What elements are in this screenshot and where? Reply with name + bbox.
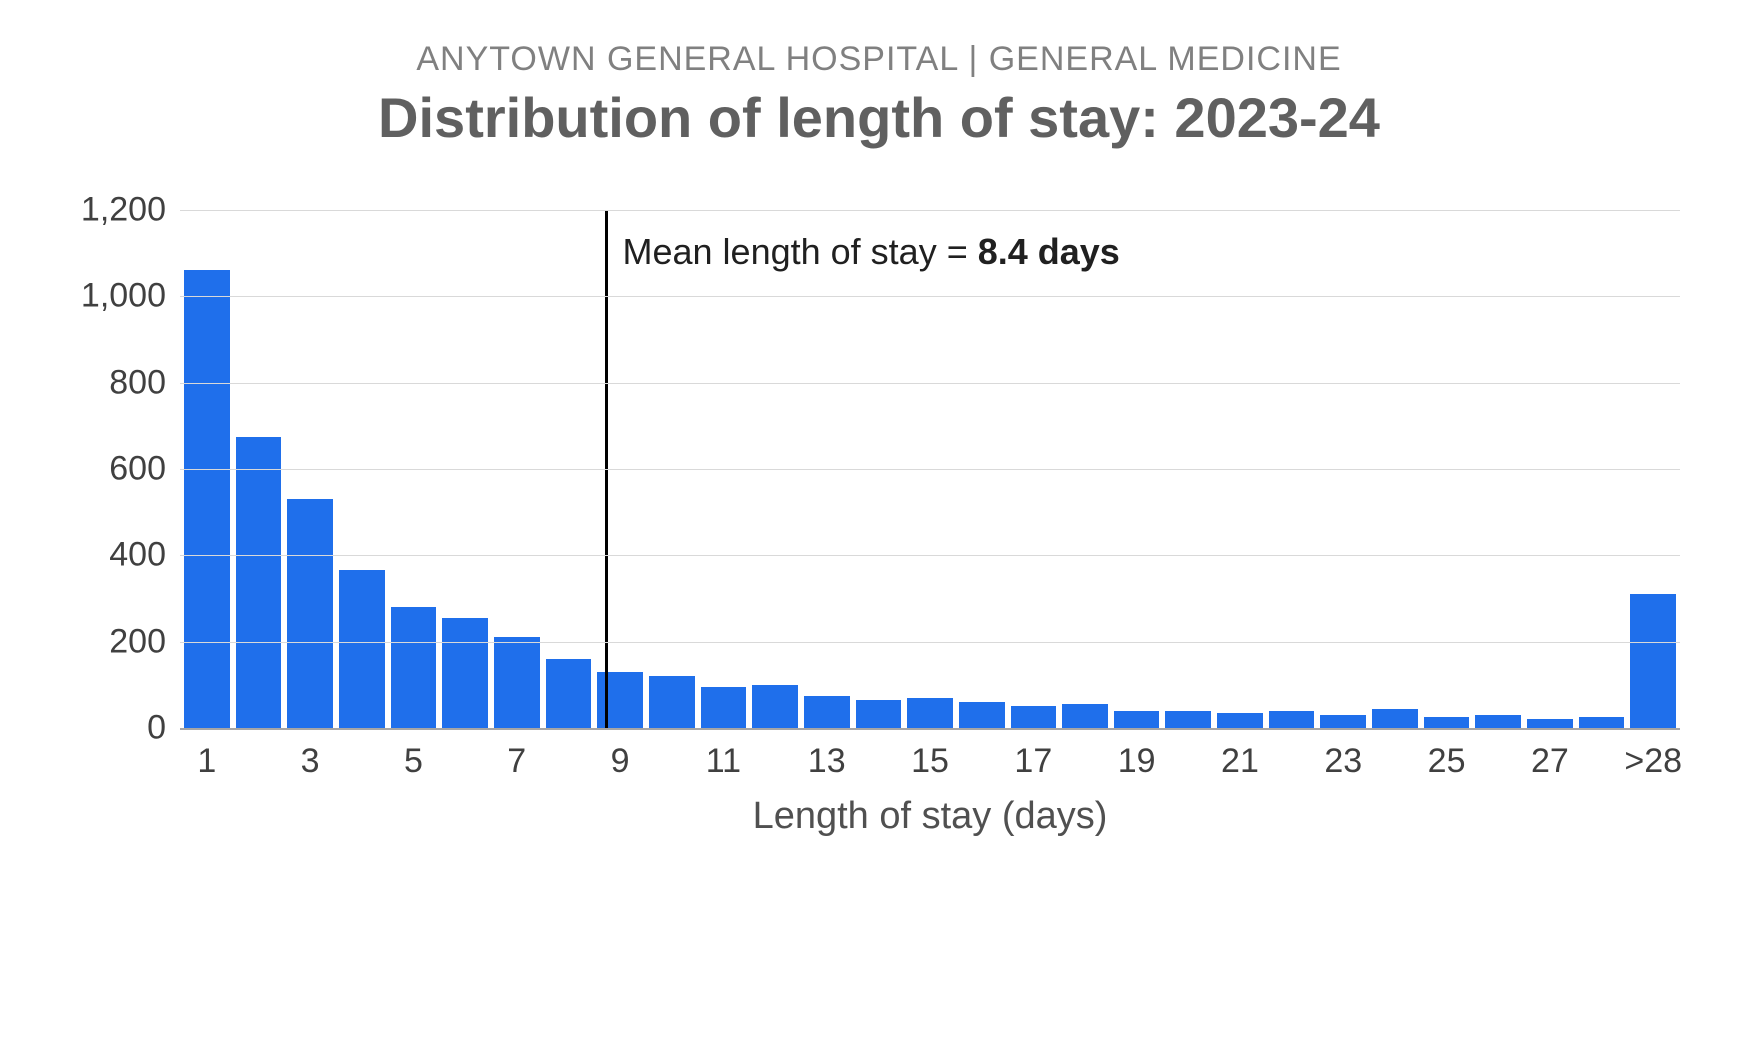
x-axis-tick-label: 1 bbox=[197, 728, 216, 781]
page: ANYTOWN GENERAL HOSPITAL | GENERAL MEDIC… bbox=[0, 0, 1758, 1057]
histogram-bar bbox=[1630, 594, 1676, 728]
histogram-bar bbox=[339, 570, 385, 728]
histogram-bar bbox=[1114, 711, 1160, 728]
gridline bbox=[180, 469, 1680, 470]
y-axis-tick-label: 1,200 bbox=[81, 191, 180, 230]
x-axis-tick-label: 13 bbox=[808, 728, 846, 781]
gridline bbox=[180, 296, 1680, 297]
chart-title: Distribution of length of stay: 2023-24 bbox=[0, 85, 1758, 150]
histogram-bar bbox=[1269, 711, 1315, 728]
histogram-bar bbox=[287, 499, 333, 728]
x-axis-tick-label: 25 bbox=[1428, 728, 1466, 781]
histogram-bar bbox=[494, 637, 540, 728]
x-axis-tick-label: 5 bbox=[404, 728, 423, 781]
histogram-bar bbox=[1424, 717, 1470, 728]
histogram-bar bbox=[959, 702, 1005, 728]
gridline bbox=[180, 555, 1680, 556]
gridline bbox=[180, 383, 1680, 384]
mean-annotation-value: 8.4 days bbox=[978, 231, 1120, 272]
x-axis-tick-label: 7 bbox=[507, 728, 526, 781]
y-axis-tick-label: 400 bbox=[109, 536, 180, 575]
histogram-bar bbox=[442, 618, 488, 728]
histogram-bar bbox=[701, 687, 747, 728]
plot-area: 13579111315171921232527>28 Mean length o… bbox=[180, 210, 1680, 730]
histogram-bar bbox=[236, 437, 282, 728]
x-axis-tick-label: 17 bbox=[1014, 728, 1052, 781]
histogram-bar bbox=[391, 607, 437, 728]
histogram-bar bbox=[1475, 715, 1521, 728]
histogram-bar bbox=[804, 696, 850, 728]
histogram-bar bbox=[1165, 711, 1211, 728]
gridline bbox=[180, 210, 1680, 211]
histogram-bar bbox=[907, 698, 953, 728]
y-axis-tick-label: 200 bbox=[109, 622, 180, 661]
histogram-bar bbox=[184, 270, 230, 728]
x-axis-tick-label: 9 bbox=[611, 728, 630, 781]
histogram-bar bbox=[1320, 715, 1366, 728]
chart-header: ANYTOWN GENERAL HOSPITAL | GENERAL MEDIC… bbox=[0, 40, 1758, 150]
y-axis-tick-label: 1,000 bbox=[81, 277, 180, 316]
histogram-bar bbox=[1527, 719, 1573, 728]
histogram-bar bbox=[856, 700, 902, 728]
histogram-bar bbox=[1011, 706, 1057, 728]
mean-annotation-prefix: Mean length of stay = bbox=[623, 231, 978, 272]
x-axis-tick-label: 15 bbox=[911, 728, 949, 781]
x-axis-tick-label: >28 bbox=[1624, 728, 1682, 781]
x-axis-tick-label: 11 bbox=[706, 728, 741, 781]
histogram-bar bbox=[752, 685, 798, 728]
histogram-bar bbox=[546, 659, 592, 728]
y-axis-tick-label: 600 bbox=[109, 450, 180, 489]
y-axis-tick-label: 800 bbox=[109, 363, 180, 402]
x-axis-tick-label: 23 bbox=[1324, 728, 1362, 781]
mean-annotation: Mean length of stay = 8.4 days bbox=[623, 231, 1120, 273]
x-axis-tick-label: 27 bbox=[1531, 728, 1569, 781]
y-axis-tick-label: 0 bbox=[147, 709, 180, 748]
x-axis-title: Length of stay (days) bbox=[180, 795, 1680, 838]
histogram-bar bbox=[1062, 704, 1108, 728]
histogram-bar bbox=[1579, 717, 1625, 728]
x-axis-tick-label: 19 bbox=[1118, 728, 1156, 781]
gridline bbox=[180, 642, 1680, 643]
histogram-bar bbox=[1372, 709, 1418, 728]
x-axis-tick-label: 3 bbox=[301, 728, 320, 781]
x-axis-tick-label: 21 bbox=[1221, 728, 1259, 781]
histogram-bar bbox=[1217, 713, 1263, 728]
histogram-bar bbox=[649, 676, 695, 728]
chart-overline: ANYTOWN GENERAL HOSPITAL | GENERAL MEDIC… bbox=[0, 40, 1758, 79]
chart-container: 13579111315171921232527>28 Mean length o… bbox=[60, 190, 1700, 850]
